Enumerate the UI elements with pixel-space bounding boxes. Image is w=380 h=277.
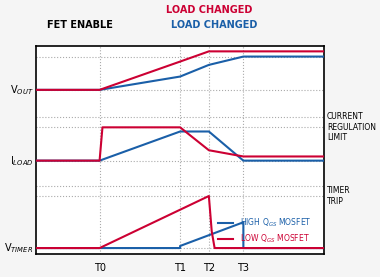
Text: LOAD CHANGED: LOAD CHANGED xyxy=(166,5,252,15)
Text: T3: T3 xyxy=(238,263,249,273)
Text: T2: T2 xyxy=(203,263,215,273)
Text: T1: T1 xyxy=(174,263,186,273)
Legend: HIGH Q$_{GS}$ MOSFET, LOW Q$_{GS}$ MOSFET: HIGH Q$_{GS}$ MOSFET, LOW Q$_{GS}$ MOSFE… xyxy=(215,214,314,248)
Text: FET ENABLE: FET ENABLE xyxy=(46,19,112,30)
Text: I$_{LOAD}$: I$_{LOAD}$ xyxy=(10,154,33,168)
Text: T0: T0 xyxy=(93,263,106,273)
Text: CURRENT
REGULATION
LIMIT: CURRENT REGULATION LIMIT xyxy=(327,112,376,142)
Text: V$_{OUT}$: V$_{OUT}$ xyxy=(10,83,33,97)
Text: LOAD CHANGED: LOAD CHANGED xyxy=(171,19,258,30)
Text: TIMER
TRIP: TIMER TRIP xyxy=(327,186,350,206)
Text: V$_{TIMER}$: V$_{TIMER}$ xyxy=(4,241,33,255)
